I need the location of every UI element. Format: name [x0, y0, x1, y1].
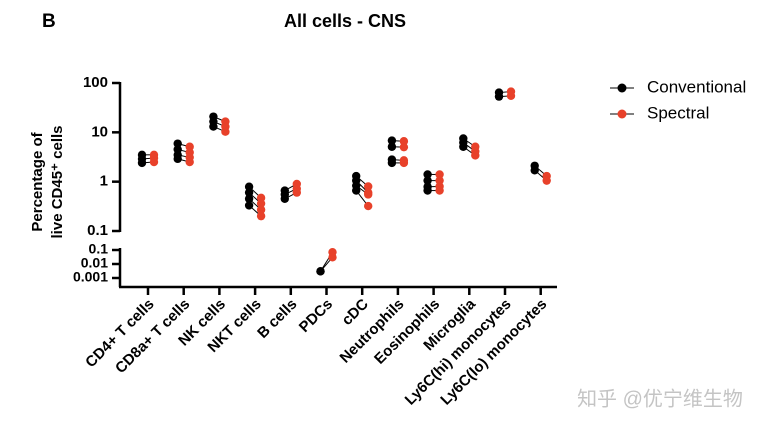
y-tick-label: 0.1: [89, 241, 109, 257]
dot: [328, 253, 337, 262]
watermark: 知乎 @优宁维生物: [577, 387, 743, 410]
dot: [244, 194, 254, 203]
dot: [256, 211, 266, 221]
dot: [280, 194, 289, 203]
y-tick-label: 0.01: [81, 255, 108, 271]
dot: [173, 154, 182, 164]
y-tick-label: 1: [100, 173, 108, 190]
dot: [542, 176, 551, 185]
dot: [471, 151, 480, 160]
dot: [506, 91, 516, 101]
dot: [423, 170, 432, 179]
dot: [364, 190, 373, 199]
dot: [185, 142, 194, 151]
y-label-line: live CD45⁺ cells: [49, 126, 66, 239]
dot: [244, 188, 254, 197]
dot: [292, 188, 301, 197]
dot: [364, 182, 373, 191]
dot: [185, 157, 194, 167]
panel-label: B: [42, 11, 56, 32]
dot: [316, 267, 325, 276]
dot: [364, 201, 373, 211]
dot: [530, 166, 539, 175]
dot: [137, 158, 147, 168]
dot: [399, 158, 409, 168]
y-axis-label: Percentage of live CD45⁺ cells: [29, 126, 66, 239]
dot: [149, 157, 159, 167]
dot: [173, 139, 182, 148]
legend-label: Spectral: [647, 103, 709, 122]
dot: [435, 186, 444, 195]
dot: [387, 136, 397, 145]
dot: [399, 137, 409, 146]
dot: [423, 186, 432, 195]
dot: [423, 176, 432, 185]
dot: [244, 182, 254, 191]
y-tick-label: 0.1: [87, 222, 108, 239]
dot: [387, 158, 397, 168]
dot: [387, 142, 397, 151]
dot: [352, 186, 361, 195]
dot: [209, 122, 218, 131]
y-tick-label: 0.001: [73, 269, 108, 285]
chart-title: All cells - CNS: [284, 11, 406, 31]
dot: [459, 142, 468, 151]
dot: [435, 176, 444, 185]
legend-marker: [617, 83, 627, 93]
legend-marker: [617, 109, 627, 119]
legend-label: Conventional: [647, 77, 746, 96]
dot: [435, 170, 444, 179]
dot: [494, 92, 504, 101]
dot: [244, 201, 254, 210]
dot: [256, 205, 266, 214]
dot: [256, 199, 266, 208]
dot: [221, 127, 230, 136]
y-tick-label: 100: [83, 74, 108, 91]
dot: [399, 142, 409, 152]
y-tick-label: 10: [91, 123, 108, 140]
y-label-line: Percentage of: [29, 131, 46, 231]
